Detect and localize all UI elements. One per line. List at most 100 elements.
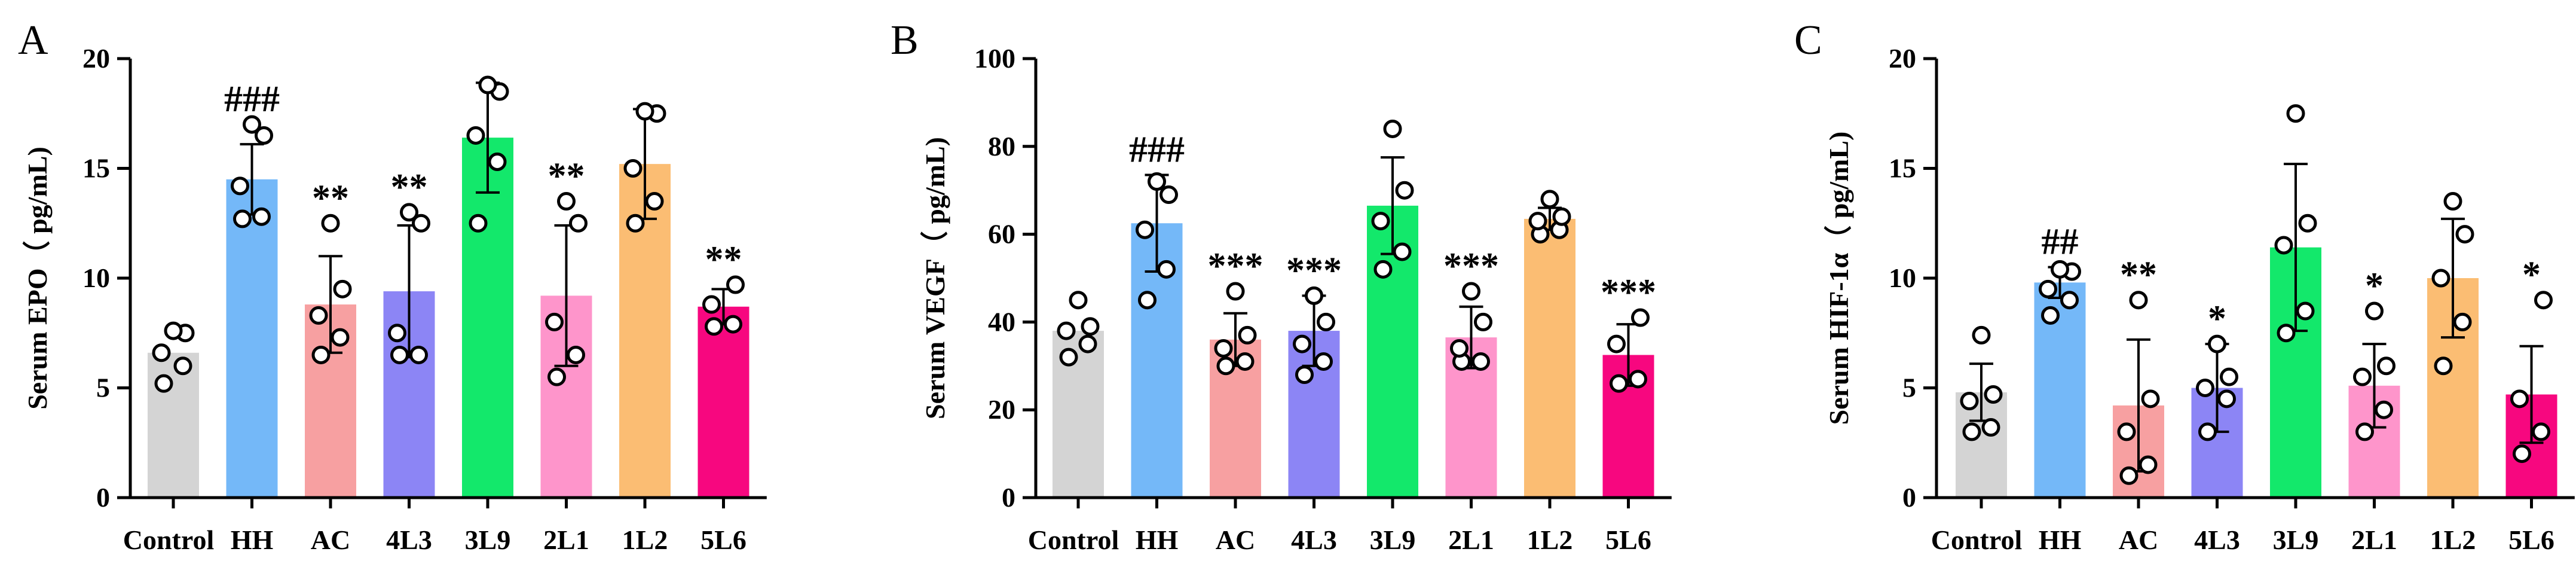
x-tick-label: Control xyxy=(1028,525,1119,555)
data-point-control xyxy=(152,343,171,362)
bar-5l6 xyxy=(697,306,749,498)
x-tick-label: HH xyxy=(1136,525,1179,555)
data-point-4l3 xyxy=(390,345,409,364)
data-point-4l3 xyxy=(1305,286,1323,305)
y-tick-label: 80 xyxy=(988,131,1015,161)
data-point-5l6 xyxy=(2510,389,2529,409)
x-tick-label: AC xyxy=(311,525,350,555)
x-tick-label: 2L1 xyxy=(543,525,589,555)
x-tick-label: AC xyxy=(1216,525,1255,555)
data-point-hh xyxy=(1159,185,1178,205)
bar-hh xyxy=(226,179,278,498)
data-point-4l3 xyxy=(1293,334,1311,353)
error-bar-1l2 xyxy=(2441,217,2465,339)
x-tick-label: AC xyxy=(2119,525,2158,555)
significance-marker: ** xyxy=(391,167,428,208)
x-tick-label: 4L3 xyxy=(386,525,432,555)
data-point-2l1 xyxy=(1471,352,1490,371)
data-point-control xyxy=(1984,385,2003,404)
data-point-4l3 xyxy=(400,203,418,222)
data-point-2l1 xyxy=(1474,312,1492,331)
data-point-ac xyxy=(1214,339,1233,358)
data-point-3l9 xyxy=(2274,236,2293,255)
bar-1l2 xyxy=(1524,218,1575,498)
data-point-3l9 xyxy=(1373,260,1393,279)
data-point-hh xyxy=(1157,260,1176,279)
data-point-4l3 xyxy=(1295,365,1314,384)
data-point-5l6 xyxy=(702,295,721,314)
data-point-hh xyxy=(243,115,261,134)
significance-marker: ** xyxy=(312,178,349,218)
data-point-2l1 xyxy=(545,312,564,331)
x-tick-label: 1L2 xyxy=(622,525,668,555)
y-tick-label: 0 xyxy=(96,482,110,513)
data-point-hh xyxy=(255,126,273,145)
data-point-ac xyxy=(333,279,352,298)
y-axis-title: Serum EPO（ pg/mL) xyxy=(22,147,53,410)
data-point-1l2 xyxy=(645,192,664,211)
data-point-hh xyxy=(231,176,249,196)
data-point-1l2 xyxy=(2431,269,2450,288)
data-point-control xyxy=(1981,418,2000,437)
x-tick-label: Control xyxy=(123,525,215,555)
significance-marker: ** xyxy=(548,156,585,197)
x-tick-label: 3L9 xyxy=(465,525,511,555)
data-point-control xyxy=(1059,348,1078,367)
data-point-control xyxy=(154,374,173,393)
data-point-5l6 xyxy=(1610,374,1628,393)
data-point-hh xyxy=(1148,172,1166,191)
data-point-hh xyxy=(2039,279,2057,298)
data-point-2l1 xyxy=(2355,422,2374,441)
x-tick-label: 1L2 xyxy=(2430,525,2476,555)
y-tick-label: 60 xyxy=(988,219,1015,249)
panel-a: A Serum EPO（ pg/mL) ### ** ** ** ** 0 5 10 15 20 Con… xyxy=(18,17,767,555)
data-point-1l2 xyxy=(2453,312,2472,331)
data-point-3l9 xyxy=(1395,181,1414,200)
x-tick-label: Control xyxy=(1931,525,2023,555)
significance-marker: ** xyxy=(705,239,742,280)
data-point-3l9 xyxy=(1371,212,1390,231)
data-point-1l2 xyxy=(1552,207,1571,226)
data-point-ac xyxy=(1226,282,1245,301)
data-point-1l2 xyxy=(2434,356,2453,376)
y-axis-title: Serum VEGF（ pg/mL) xyxy=(920,137,950,419)
data-point-hh xyxy=(2041,306,2060,325)
x-tick-label: 4L3 xyxy=(2194,525,2240,555)
data-point-ac xyxy=(331,328,350,347)
data-point-2l1 xyxy=(567,345,585,364)
data-point-ac xyxy=(2129,291,2148,310)
data-point-ac xyxy=(321,214,340,233)
data-point-ac xyxy=(2138,455,2158,474)
data-point-1l2 xyxy=(1528,212,1547,231)
data-point-1l2 xyxy=(623,159,643,178)
x-tick-label: 3L9 xyxy=(2273,525,2319,555)
data-point-control xyxy=(1972,325,1991,345)
data-point-4l3 xyxy=(1314,352,1333,371)
data-point-5l6 xyxy=(1631,308,1650,327)
data-point-2l1 xyxy=(2365,301,2384,321)
data-point-ac xyxy=(1235,352,1255,371)
data-point-5l6 xyxy=(724,315,742,334)
data-point-ac xyxy=(1238,325,1257,345)
significance-marker: * xyxy=(2208,298,2226,339)
data-point-4l3 xyxy=(2220,367,2238,386)
data-point-4l3 xyxy=(2196,379,2214,397)
data-point-ac xyxy=(2117,422,2136,441)
data-point-control xyxy=(1962,422,1981,441)
y-tick-label: 0 xyxy=(1902,482,1916,513)
significance-marker: *** xyxy=(1601,272,1656,313)
data-point-hh xyxy=(252,207,271,226)
y-tick-label: 0 xyxy=(1002,482,1015,513)
data-point-hh xyxy=(2060,291,2079,310)
panel-b: B Serum VEGF（ pg/mL) ### *** *** *** *** 0 20 40 6… xyxy=(891,17,1672,555)
data-point-4l3 xyxy=(2198,422,2217,441)
data-point-3l9 xyxy=(2286,104,2305,123)
data-point-5l6 xyxy=(2513,444,2531,464)
data-point-1l2 xyxy=(2443,192,2462,211)
data-point-5l6 xyxy=(2532,422,2550,441)
data-point-3l9 xyxy=(2298,214,2317,233)
data-point-control xyxy=(1081,317,1100,336)
y-tick-label: 10 xyxy=(1889,263,1916,293)
data-point-2l1 xyxy=(1450,339,1468,358)
data-point-4l3 xyxy=(388,324,406,343)
